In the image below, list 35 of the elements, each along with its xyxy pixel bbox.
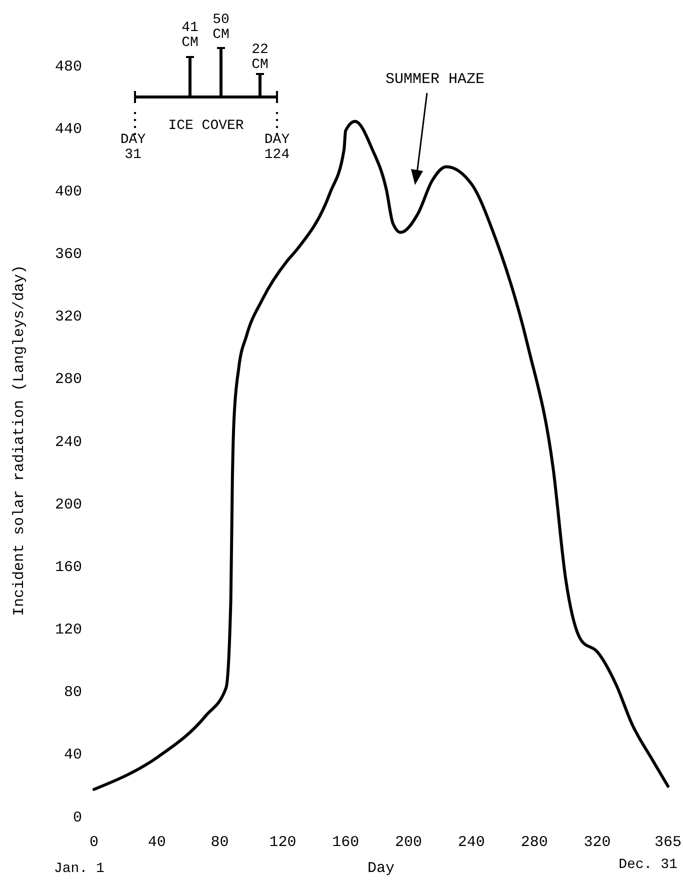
x-tick-label: 240 (458, 834, 485, 851)
y-tick-label: 480 (54, 58, 82, 76)
x-axis-title: Day (367, 860, 395, 877)
y-tick-label: 80 (64, 684, 82, 702)
y-tick-label: 440 (54, 120, 82, 138)
x-tick-label: 320 (584, 834, 611, 851)
x-tick-label: 200 (395, 834, 422, 851)
annotation: DAY 124 (264, 132, 290, 163)
line-series (92, 120, 670, 791)
x-tick-label: 80 (210, 834, 229, 851)
text: Dec. 31 (618, 857, 678, 873)
y-tick-label: 200 (54, 496, 82, 514)
text: Jan. 1 (54, 861, 104, 877)
y-axis-title: Incident solar radiation (Langleys/day) (11, 264, 28, 616)
x-tick-label: 120 (269, 834, 296, 851)
x-tick-label: 280 (520, 834, 548, 851)
y-tick-label: 320 (54, 308, 82, 326)
x-tick-label: 160 (332, 834, 360, 851)
x-tick-label: 40 (148, 834, 166, 851)
annotation: ICE COVER (168, 118, 244, 134)
annotation: SUMMER HAZE (385, 71, 485, 88)
annotation: DAY 31 (120, 132, 146, 163)
y-tick-label: 120 (54, 622, 82, 638)
x-tick-label: 365 (654, 834, 682, 851)
y-tick-label: 160 (54, 558, 82, 576)
y-tick-label: 360 (54, 246, 82, 263)
text: 41 CM (182, 20, 198, 51)
y-tick-label: 40 (64, 746, 82, 764)
x-tick-label: 0 (89, 834, 99, 851)
y-tick-label: 240 (54, 434, 82, 451)
text: 50 CM (212, 12, 230, 43)
annotation: 22 CM (252, 42, 268, 73)
y-tick-label: 0 (72, 809, 82, 826)
y-tick-label: 280 (54, 371, 82, 388)
y-tick-label: 400 (54, 183, 82, 200)
